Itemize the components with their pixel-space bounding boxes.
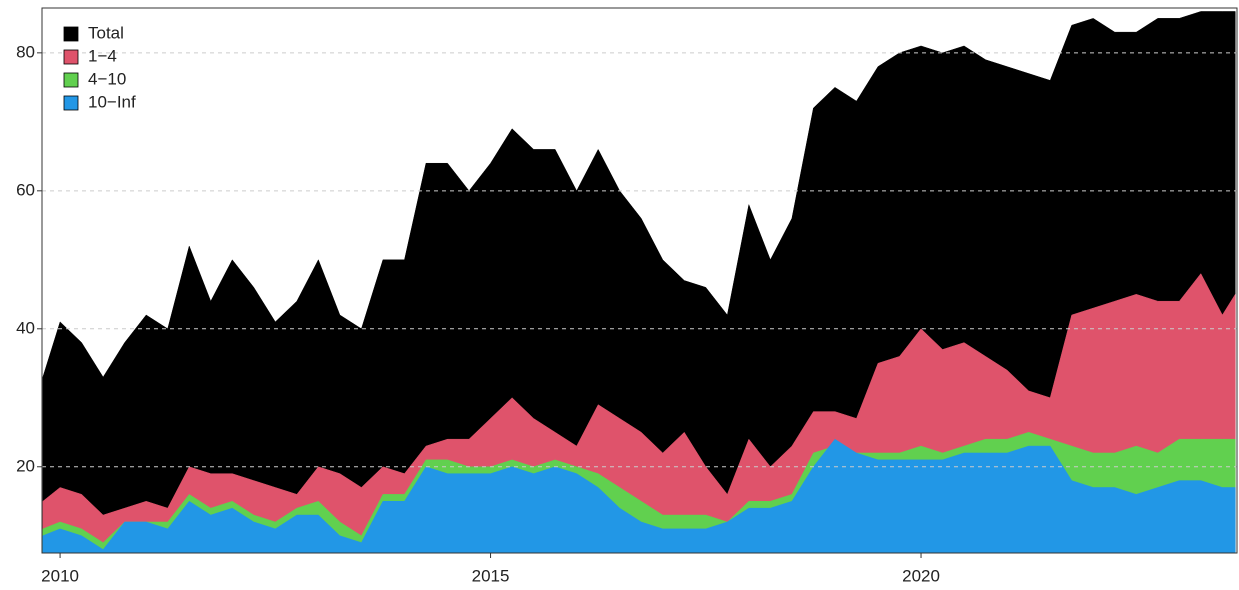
area — [42, 438, 1236, 554]
legend-swatch — [63, 95, 79, 111]
y-tick-label: 40 — [16, 318, 35, 337]
legend-label: 1−4 — [88, 46, 117, 65]
legend-swatch — [63, 72, 79, 88]
legend-label: 10−Inf — [88, 92, 136, 111]
x-tick-label: 2010 — [41, 566, 79, 585]
plot-frame — [41, 7, 1238, 554]
x-tick-label: 2020 — [902, 566, 940, 585]
legend-swatch — [63, 26, 79, 42]
y-tick-label: 80 — [16, 42, 35, 61]
y-tick-label: 60 — [16, 180, 35, 199]
legend-label: 4−10 — [88, 69, 126, 88]
legend-label: Total — [88, 23, 124, 42]
x-tick-label: 2015 — [472, 566, 510, 585]
legend-swatch — [63, 49, 79, 65]
y-tick-label: 20 — [16, 456, 35, 475]
